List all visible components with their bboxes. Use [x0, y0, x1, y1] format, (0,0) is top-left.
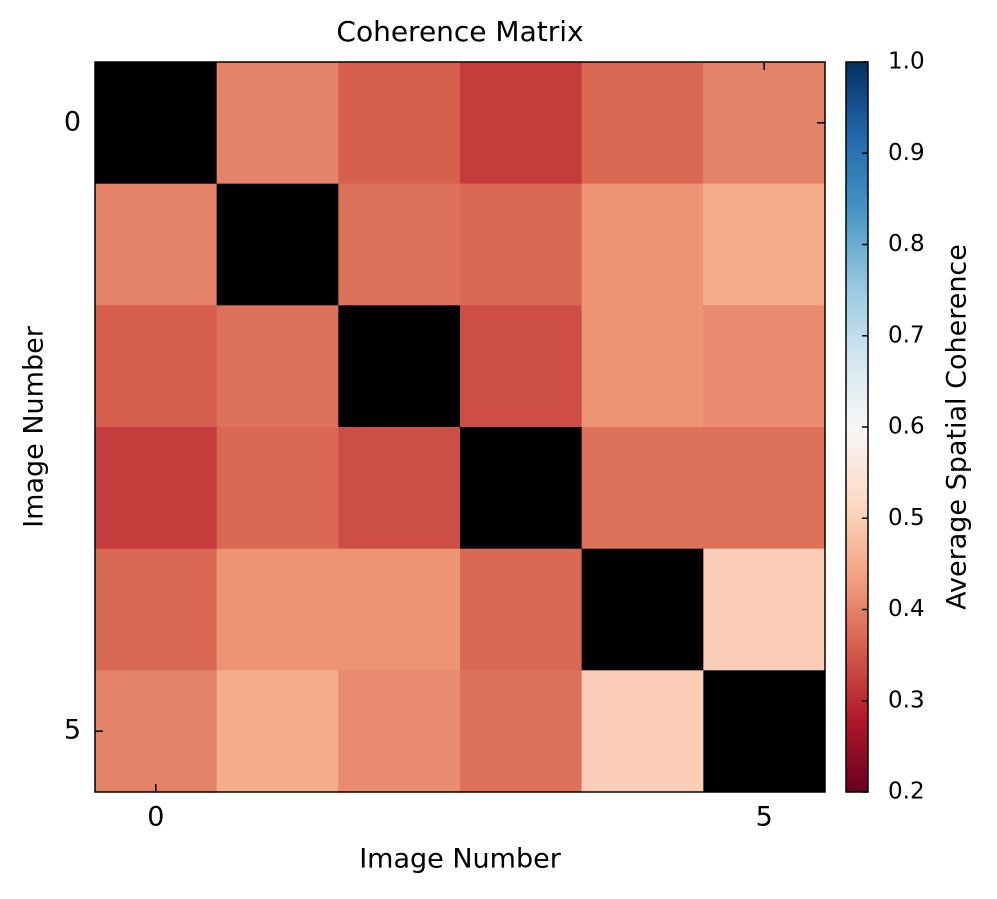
- colorbar-label: Average Spatial Coherence: [942, 244, 973, 610]
- missing-cell: [581, 548, 704, 671]
- colorbar-tick-label: 0.4: [888, 596, 925, 622]
- y-tick-label: 5: [64, 715, 81, 746]
- colorbar-tick-label: 1.0: [888, 49, 925, 75]
- heatmap-cell: [95, 427, 218, 550]
- colorbar-tick-label: 0.2: [888, 779, 925, 805]
- missing-cell: [460, 427, 583, 550]
- x-axis-label: Image Number: [359, 844, 562, 875]
- colorbar-tick-label: 0.3: [888, 687, 925, 713]
- heatmap-cell: [216, 548, 339, 671]
- heatmap-cell: [460, 670, 583, 793]
- x-tick-label: 0: [147, 802, 164, 833]
- colorbar-tick-label: 0.5: [888, 505, 925, 531]
- heatmap-cell: [703, 62, 826, 185]
- heatmap-cell: [703, 305, 826, 428]
- heatmap-cell: [216, 305, 339, 428]
- y-tick-label: 0: [64, 106, 81, 137]
- chart-title: Coherence Matrix: [336, 15, 583, 48]
- heatmap-cell: [581, 62, 704, 185]
- heatmap-cell: [338, 183, 461, 306]
- missing-cell: [216, 183, 339, 306]
- missing-cell: [338, 305, 461, 428]
- heatmap-cell: [460, 183, 583, 306]
- heatmap-cell: [581, 305, 704, 428]
- colorbar-tick-label: 0.7: [888, 322, 925, 348]
- heatmap-cell: [338, 548, 461, 671]
- heatmap-cell: [338, 62, 461, 185]
- heatmap-cell: [581, 670, 704, 793]
- colorbar-tick-label: 0.8: [888, 231, 925, 257]
- x-tick-label: 5: [756, 802, 773, 833]
- heatmap-cell: [460, 305, 583, 428]
- heatmap-cell: [95, 183, 218, 306]
- plot-frame: [94, 61, 826, 793]
- heatmap-cell: [460, 62, 583, 185]
- heatmap-cell: [703, 427, 826, 550]
- heatmap-cell: [216, 427, 339, 550]
- heatmap-cell: [338, 427, 461, 550]
- heatmap-cell: [95, 670, 218, 793]
- heatmap-cell: [338, 670, 461, 793]
- heatmap-cell: [216, 670, 339, 793]
- missing-cell: [95, 62, 218, 185]
- heatmap-cell: [581, 427, 704, 550]
- heatmap-cell: [216, 62, 339, 185]
- heatmap-cell: [703, 548, 826, 671]
- missing-cell: [703, 670, 826, 793]
- y-axis-label: Image Number: [19, 325, 50, 528]
- heatmap-cell: [460, 548, 583, 671]
- colorbar-tick-label: 0.9: [888, 140, 925, 166]
- heatmap-cell: [95, 548, 218, 671]
- heatmap-cell: [95, 305, 218, 428]
- heatmap-cell: [703, 183, 826, 306]
- colorbar-tick-label: 0.6: [888, 414, 925, 440]
- heatmap-cell: [581, 183, 704, 306]
